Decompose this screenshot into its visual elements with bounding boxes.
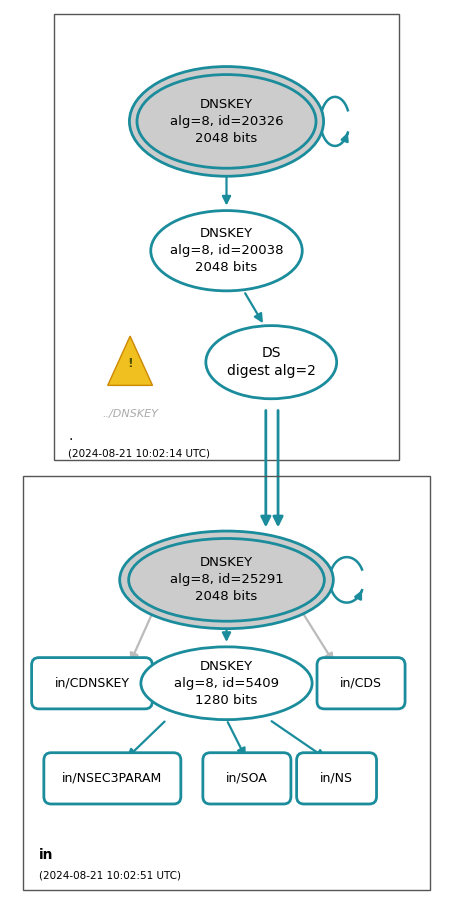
Ellipse shape (206, 325, 337, 399)
Text: .: . (68, 429, 72, 443)
Text: in/NS: in/NS (320, 772, 353, 785)
Text: in/NSEC3PARAM: in/NSEC3PARAM (62, 772, 163, 785)
Text: in/SOA: in/SOA (226, 772, 268, 785)
Text: in/CDNSKEY: in/CDNSKEY (54, 677, 130, 690)
FancyBboxPatch shape (44, 752, 181, 804)
Text: in: in (39, 848, 53, 862)
Ellipse shape (137, 75, 316, 168)
Text: !: ! (127, 357, 133, 370)
Text: ../DNSKEY: ../DNSKEY (102, 409, 158, 419)
Ellipse shape (151, 210, 302, 291)
Text: DS
digest alg=2: DS digest alg=2 (227, 346, 316, 378)
Polygon shape (108, 336, 153, 386)
Text: DNSKEY
alg=8, id=5409
1280 bits: DNSKEY alg=8, id=5409 1280 bits (174, 660, 279, 707)
FancyBboxPatch shape (317, 657, 405, 709)
FancyBboxPatch shape (203, 752, 291, 804)
Text: DNSKEY
alg=8, id=20326
2048 bits: DNSKEY alg=8, id=20326 2048 bits (170, 98, 283, 145)
FancyBboxPatch shape (32, 657, 152, 709)
Text: (2024-08-21 10:02:51 UTC): (2024-08-21 10:02:51 UTC) (39, 870, 181, 880)
Text: in/CDS: in/CDS (340, 677, 382, 690)
Text: (2024-08-21 10:02:14 UTC): (2024-08-21 10:02:14 UTC) (68, 449, 210, 458)
Ellipse shape (129, 539, 324, 621)
Ellipse shape (141, 647, 312, 719)
Ellipse shape (120, 531, 333, 628)
Text: DNSKEY
alg=8, id=25291
2048 bits: DNSKEY alg=8, id=25291 2048 bits (169, 556, 284, 603)
Ellipse shape (130, 67, 323, 176)
FancyBboxPatch shape (297, 752, 376, 804)
Text: DNSKEY
alg=8, id=20038
2048 bits: DNSKEY alg=8, id=20038 2048 bits (170, 227, 283, 274)
